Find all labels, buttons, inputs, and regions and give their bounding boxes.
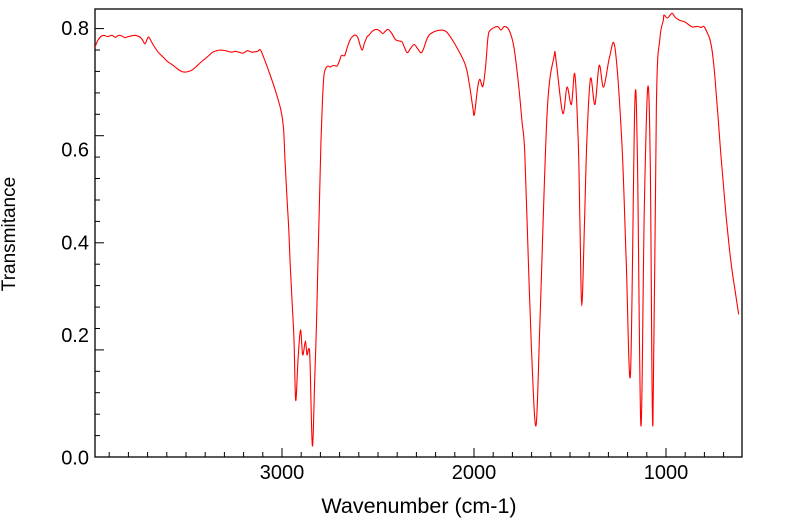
svg-text:3000: 3000 [260, 462, 305, 484]
svg-text:0.4: 0.4 [61, 233, 89, 255]
svg-text:2000: 2000 [452, 462, 497, 484]
svg-text:0.6: 0.6 [61, 140, 89, 162]
svg-text:1000: 1000 [644, 462, 689, 484]
svg-text:0.2: 0.2 [61, 325, 89, 347]
svg-text:0.0: 0.0 [61, 448, 89, 470]
svg-text:0.8: 0.8 [61, 18, 89, 40]
